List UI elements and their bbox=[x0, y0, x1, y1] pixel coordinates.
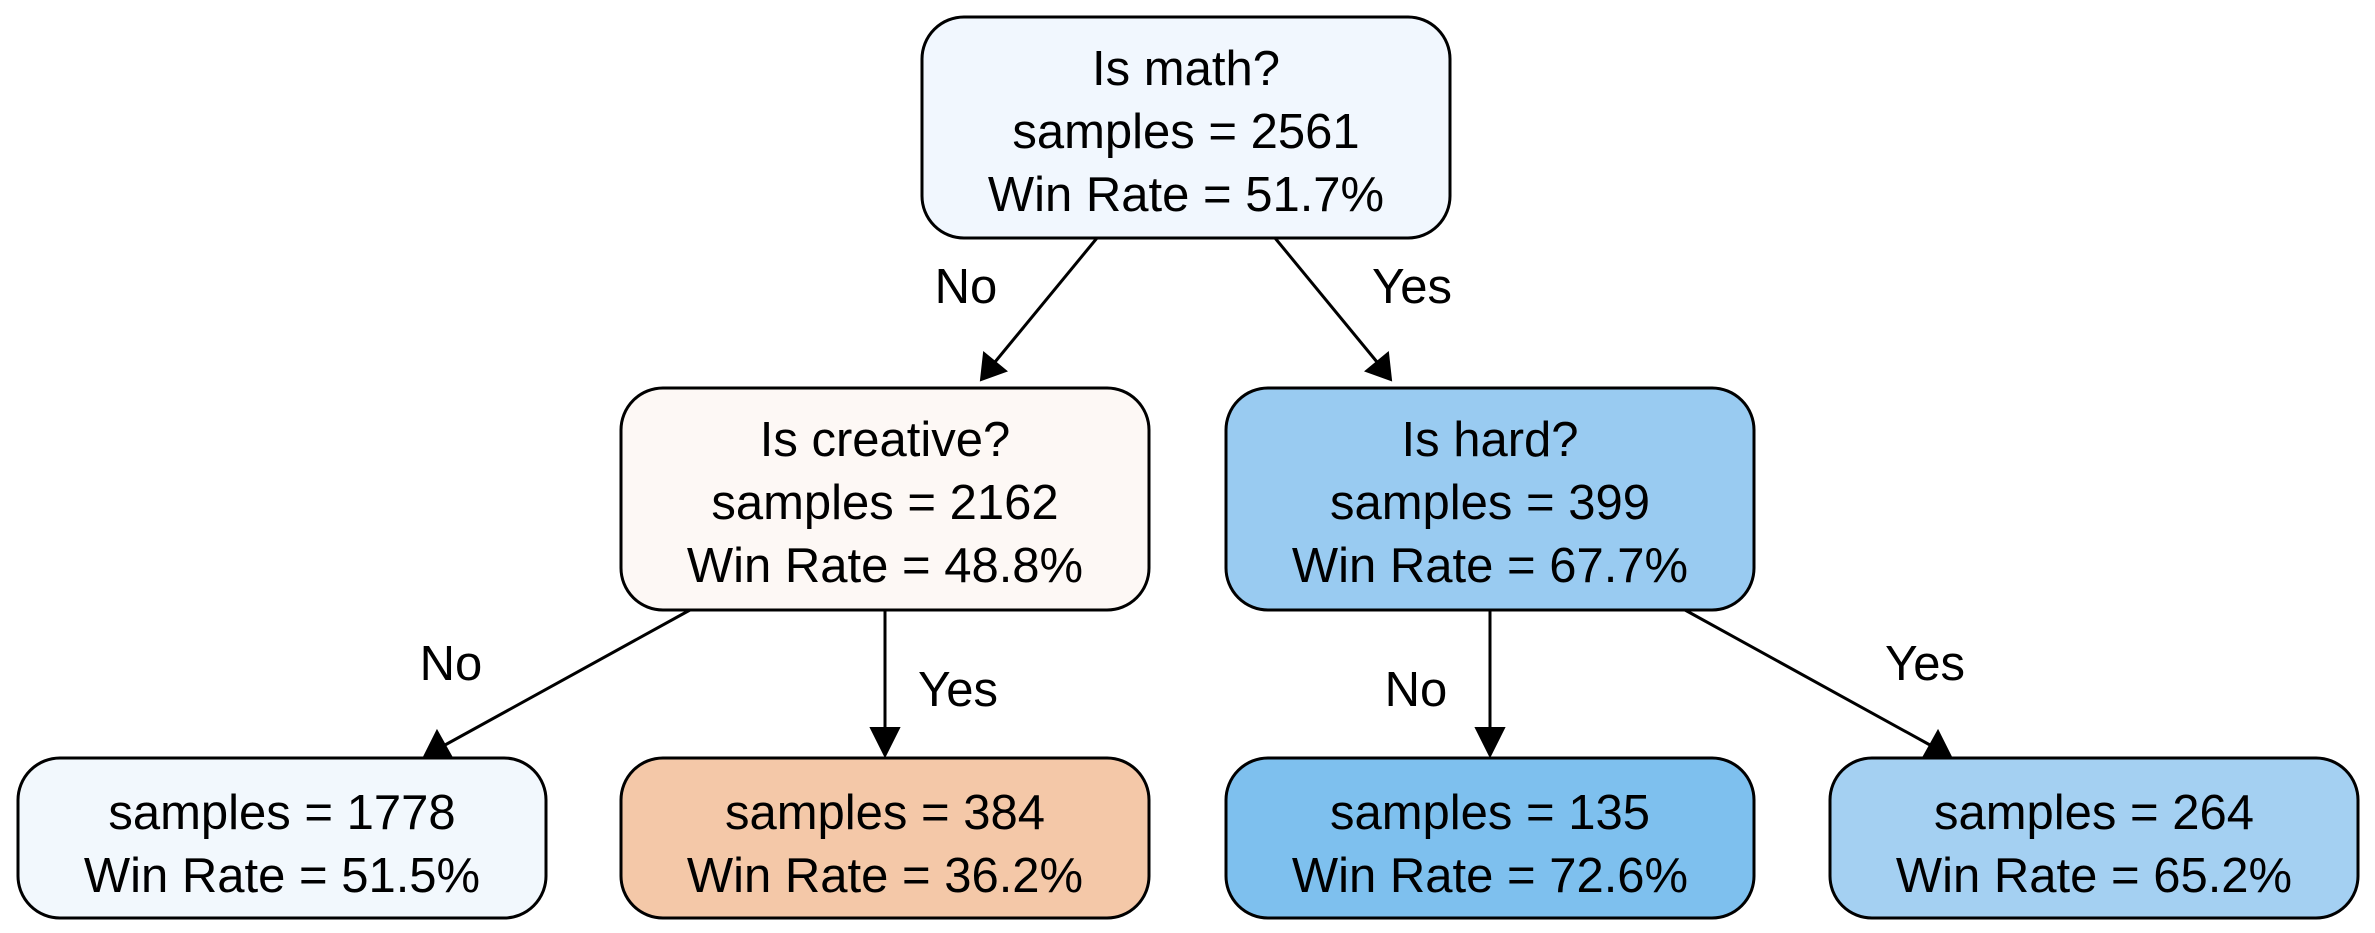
node-samples: samples = 135 bbox=[1330, 786, 1650, 840]
edge-label-no: No bbox=[420, 637, 483, 691]
edge-label-no: No bbox=[1385, 663, 1448, 717]
edge-root-to-creative: No bbox=[935, 237, 1099, 382]
node-is-hard: Is hard? samples = 399 Win Rate = 67.7% bbox=[1224, 386, 1756, 612]
node-samples: samples = 2561 bbox=[1012, 105, 1359, 159]
node-box bbox=[1828, 756, 2360, 920]
node-question: Is math? bbox=[1092, 42, 1280, 96]
leaf-node: samples = 1778 Win Rate = 51.5% bbox=[16, 756, 548, 920]
edge-creative-to-leaf-2: Yes bbox=[869, 610, 998, 759]
node-box bbox=[619, 756, 1151, 920]
node-box bbox=[1224, 386, 1756, 612]
edge-label-yes: Yes bbox=[918, 663, 998, 717]
node-question: Is creative? bbox=[760, 413, 1011, 467]
node-samples: samples = 2162 bbox=[711, 476, 1058, 530]
node-win-rate: Win Rate = 36.2% bbox=[687, 849, 1083, 903]
edge-root-to-hard: Yes bbox=[1273, 237, 1452, 382]
leaf-node: samples = 384 Win Rate = 36.2% bbox=[619, 756, 1151, 920]
node-box bbox=[619, 386, 1151, 612]
node-box bbox=[920, 15, 1452, 240]
node-box bbox=[16, 756, 548, 920]
node-win-rate: Win Rate = 51.5% bbox=[84, 849, 480, 903]
edge-hard-to-leaf-3: No bbox=[1385, 610, 1506, 759]
edge-creative-to-leaf-1: No bbox=[420, 608, 691, 759]
leaf-node: samples = 135 Win Rate = 72.6% bbox=[1224, 756, 1756, 920]
node-question: Is hard? bbox=[1401, 413, 1578, 467]
node-is-math: Is math? samples = 2561 Win Rate = 51.7% bbox=[920, 15, 1452, 240]
node-samples: samples = 384 bbox=[725, 786, 1045, 840]
node-is-creative: Is creative? samples = 2162 Win Rate = 4… bbox=[619, 386, 1151, 612]
node-box bbox=[1224, 756, 1756, 920]
node-win-rate: Win Rate = 51.7% bbox=[988, 168, 1384, 222]
node-samples: samples = 399 bbox=[1330, 476, 1650, 530]
edge-label-yes: Yes bbox=[1885, 637, 1965, 691]
node-samples: samples = 264 bbox=[1934, 786, 2254, 840]
node-win-rate: Win Rate = 65.2% bbox=[1896, 849, 2292, 903]
node-win-rate: Win Rate = 48.8% bbox=[687, 539, 1083, 593]
node-win-rate: Win Rate = 72.6% bbox=[1292, 849, 1688, 903]
node-win-rate: Win Rate = 67.7% bbox=[1292, 539, 1688, 593]
leaf-node: samples = 264 Win Rate = 65.2% bbox=[1828, 756, 2360, 920]
edge-hard-to-leaf-4: Yes bbox=[1684, 608, 1965, 759]
edge-label-yes: Yes bbox=[1372, 260, 1452, 314]
node-samples: samples = 1778 bbox=[108, 786, 455, 840]
edge-label-no: No bbox=[935, 260, 998, 314]
